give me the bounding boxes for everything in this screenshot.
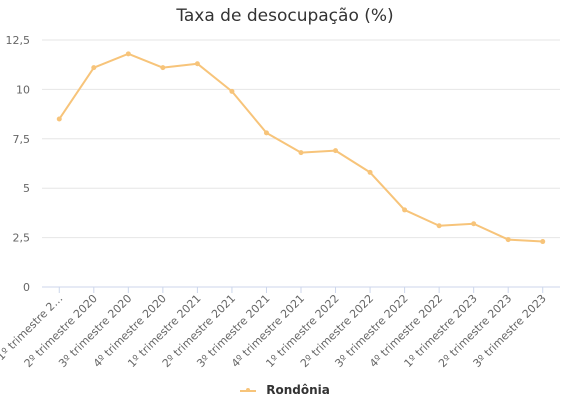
legend-swatch-icon: [240, 387, 257, 392]
series-rondonia: [56, 51, 546, 245]
series-line: [58, 52, 543, 243]
data-point[interactable]: [194, 61, 200, 67]
data-point[interactable]: [229, 88, 235, 94]
data-point[interactable]: [333, 148, 339, 154]
y-tick-label: 12,5: [6, 34, 31, 47]
y-tick-label: 0: [23, 281, 30, 294]
data-point[interactable]: [436, 223, 442, 229]
data-point[interactable]: [263, 130, 269, 136]
y-tick-label: 7,5: [13, 133, 31, 146]
data-point[interactable]: [540, 239, 546, 245]
legend-label-rondonia: Rondônia: [266, 383, 330, 397]
y-tick-label: 10: [16, 83, 30, 96]
data-point[interactable]: [402, 207, 408, 213]
data-point[interactable]: [298, 150, 304, 156]
data-point[interactable]: [160, 65, 166, 71]
y-tick-label: 2,5: [13, 232, 31, 245]
data-point[interactable]: [56, 116, 62, 122]
chart-title: Taxa de desocupação (%): [176, 6, 394, 26]
data-point[interactable]: [125, 51, 131, 57]
grid-lines: [42, 39, 560, 288]
data-point[interactable]: [367, 169, 373, 175]
y-axis-labels: 0 2,5 5 7,5 10 12,5: [6, 34, 31, 294]
data-point[interactable]: [471, 221, 477, 227]
legend[interactable]: Rondônia: [0, 383, 570, 397]
data-point[interactable]: [505, 237, 511, 243]
data-point[interactable]: [91, 65, 97, 71]
y-tick-label: 5: [23, 182, 30, 195]
